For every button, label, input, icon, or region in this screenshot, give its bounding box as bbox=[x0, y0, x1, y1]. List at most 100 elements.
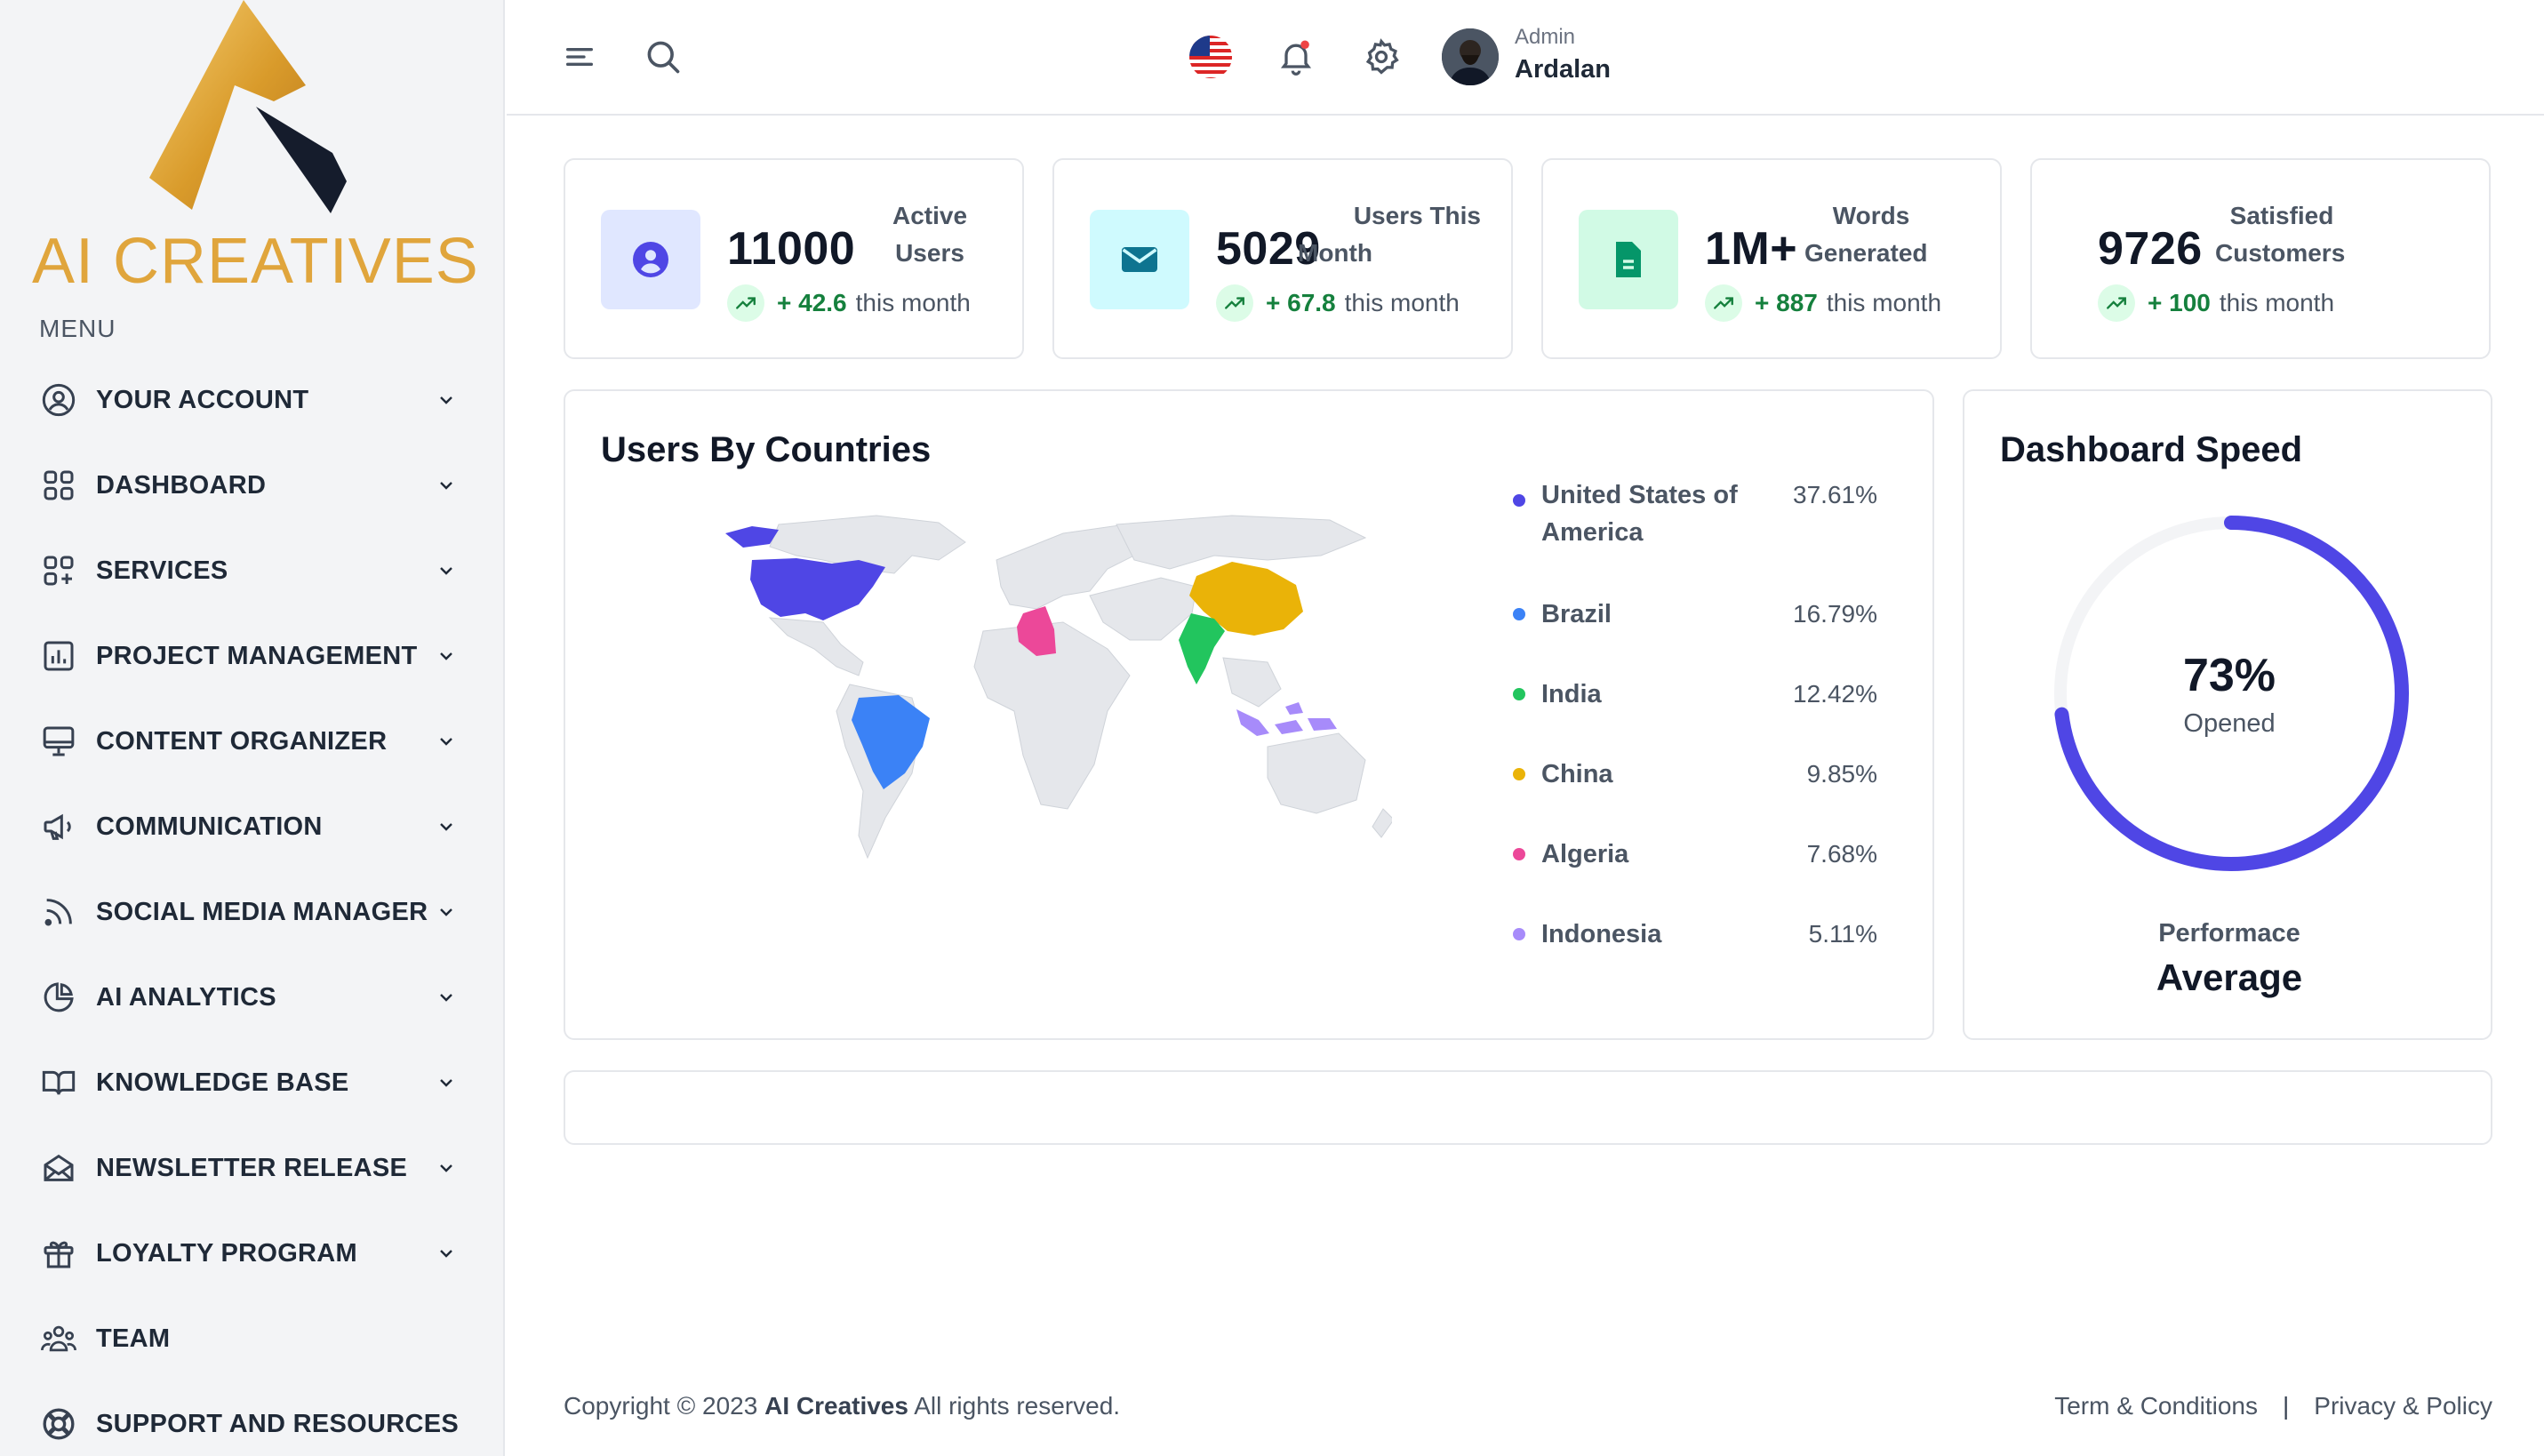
legend-value: 9.85% bbox=[1806, 760, 1877, 788]
stat-label: Satisfied Customers bbox=[2215, 202, 2346, 267]
sidebar-item-support-and-resources[interactable]: SUPPORT AND RESOURCES bbox=[39, 1396, 459, 1452]
chevron-down-icon bbox=[440, 1164, 452, 1172]
menu-icon[interactable] bbox=[555, 32, 604, 82]
legend-value: 5.11% bbox=[1808, 920, 1877, 948]
legend-dot bbox=[1513, 848, 1525, 860]
footer-links: Term & Conditions | Privacy & Policy bbox=[2054, 1392, 2492, 1420]
notification-dot bbox=[1300, 40, 1309, 50]
stat-value: 11000 bbox=[727, 223, 856, 275]
sidebar-item-dashboard[interactable]: DASHBOARD bbox=[39, 457, 457, 514]
chevron-down-icon bbox=[440, 823, 452, 831]
megaphone-icon bbox=[39, 807, 78, 846]
legend-value: 16.79% bbox=[1793, 600, 1877, 628]
us-flag-icon[interactable] bbox=[1186, 32, 1236, 82]
map-region-africa bbox=[973, 621, 1131, 810]
dashboard-speed-card: Dashboard Speed 73% Opened Performace Av… bbox=[1963, 389, 2492, 1040]
map-country-indonesia bbox=[1236, 702, 1337, 736]
sidebar-item-label: AI ANALYTICS bbox=[96, 982, 276, 1012]
user-name[interactable]: Ardalan bbox=[1515, 55, 1611, 84]
privacy-link[interactable]: Privacy & Policy bbox=[2314, 1392, 2492, 1420]
sidebar-item-loyalty-program[interactable]: LOYALTY PROGRAM bbox=[39, 1225, 457, 1282]
legend-item-algeria[interactable]: Algeria 7.68% bbox=[1513, 836, 1877, 873]
map-country-alaska bbox=[725, 526, 779, 548]
gauge-label: Opened bbox=[2183, 709, 2276, 738]
sidebar-item-label: LOYALTY PROGRAM bbox=[96, 1238, 357, 1268]
legend-item-indonesia[interactable]: Indonesia 5.11% bbox=[1513, 916, 1877, 953]
monitor-icon bbox=[39, 722, 78, 761]
legend-item-usa[interactable]: United States of America 37.61% bbox=[1513, 476, 1877, 558]
sidebar-item-social-media-manager[interactable]: SOCIAL MEDIA MANAGER bbox=[39, 884, 457, 940]
stat-value: 1M+ bbox=[1705, 223, 1798, 275]
book-open-icon bbox=[39, 1063, 78, 1102]
legend-item-china[interactable]: China 9.85% bbox=[1513, 756, 1877, 793]
lifebuoy-icon bbox=[39, 1404, 78, 1444]
sidebar-item-team[interactable]: TEAM bbox=[39, 1310, 457, 1367]
chevron-down-icon bbox=[440, 738, 452, 746]
legend-item-brazil[interactable]: Brazil 16.79% bbox=[1513, 596, 1877, 633]
sidebar-item-newsletter-release[interactable]: NEWSLETTER RELEASE bbox=[39, 1140, 457, 1196]
footer-divider: | bbox=[2283, 1392, 2290, 1420]
trend-up-icon bbox=[2098, 284, 2135, 322]
map-region-north-america bbox=[769, 515, 966, 574]
legend-country: United States of America bbox=[1541, 481, 1738, 547]
map-country-india bbox=[1179, 613, 1225, 684]
legend-country: Indonesia bbox=[1541, 920, 1662, 948]
user-circle-icon bbox=[39, 380, 78, 420]
gauge-value: 73% bbox=[2182, 650, 2276, 701]
sidebar-item-label: COMMUNICATION bbox=[96, 812, 323, 841]
stat-trend: + 100 this month bbox=[2098, 284, 2334, 322]
legend-country: China bbox=[1541, 760, 1613, 788]
legend-value: 37.61% bbox=[1793, 481, 1877, 508]
user-role: Admin bbox=[1515, 25, 1576, 49]
pie-chart-icon bbox=[39, 978, 78, 1017]
stat-label: Active Users bbox=[892, 202, 968, 267]
legend-value: 7.68% bbox=[1806, 840, 1877, 868]
sidebar-item-ai-analytics[interactable]: AI ANALYTICS bbox=[39, 969, 457, 1026]
performance-value: Average bbox=[2156, 956, 2303, 998]
sidebar-item-your-account[interactable]: YOUR ACCOUNT bbox=[39, 372, 457, 428]
card-title: Users By Countries bbox=[601, 430, 932, 469]
sidebar-item-communication[interactable]: COMMUNICATION bbox=[39, 798, 457, 855]
avatar[interactable] bbox=[1442, 28, 1499, 85]
notification-button[interactable] bbox=[1271, 32, 1321, 82]
trend-up-icon bbox=[1705, 284, 1742, 322]
terms-link[interactable]: Term & Conditions bbox=[2054, 1392, 2258, 1420]
stat-card-satisfied-customers: 9726 Satisfied Customers + 100 this mont… bbox=[2030, 158, 2491, 359]
legend-dot bbox=[1513, 928, 1525, 940]
gear-icon[interactable] bbox=[1356, 32, 1406, 82]
legend-item-india[interactable]: India 12.42% bbox=[1513, 676, 1877, 713]
users-by-countries-card: Users By Countries bbox=[564, 389, 1934, 1040]
stat-value: 5029 bbox=[1216, 223, 1321, 275]
performance-label: Performace bbox=[2158, 919, 2300, 948]
stat-icon-box bbox=[1579, 210, 1678, 309]
legend-dot bbox=[1513, 608, 1525, 620]
brand-logo-icon[interactable] bbox=[142, 0, 356, 213]
grid-icon bbox=[39, 466, 78, 505]
map-region-central-america bbox=[768, 617, 864, 676]
sidebar-item-label: TEAM bbox=[96, 1324, 171, 1353]
bar-chart-box-icon bbox=[39, 636, 78, 676]
sidebar-item-label: CONTENT ORGANIZER bbox=[96, 726, 388, 756]
chevron-down-icon bbox=[440, 567, 452, 575]
stat-label: Words Generated bbox=[1804, 202, 1928, 267]
sidebar-item-label: DASHBOARD bbox=[96, 470, 267, 500]
document-icon bbox=[1616, 242, 1641, 277]
map-region-north-asia bbox=[1116, 515, 1367, 570]
world-map[interactable] bbox=[645, 507, 1392, 862]
map-region-australia bbox=[1267, 732, 1366, 814]
sidebar-item-project-management[interactable]: PROJECT MANAGEMENT bbox=[39, 628, 457, 684]
chevron-down-icon bbox=[440, 994, 452, 1002]
sidebar-item-services[interactable]: SERVICES bbox=[39, 542, 457, 599]
sidebar-item-content-organizer[interactable]: CONTENT ORGANIZER bbox=[39, 713, 457, 770]
stat-icon-box bbox=[1090, 210, 1189, 309]
trend-up-icon bbox=[727, 284, 764, 322]
sidebar-item-knowledge-base[interactable]: KNOWLEDGE BASE bbox=[39, 1054, 457, 1111]
map-country-brazil bbox=[852, 695, 930, 789]
mail-open-icon bbox=[39, 1148, 78, 1188]
search-icon[interactable] bbox=[638, 32, 688, 82]
legend-country: Brazil bbox=[1541, 600, 1612, 628]
stat-icon-box bbox=[601, 210, 700, 309]
envelope-icon bbox=[1122, 247, 1157, 272]
grid-plus-icon bbox=[39, 551, 78, 590]
users-icon bbox=[39, 1319, 78, 1358]
